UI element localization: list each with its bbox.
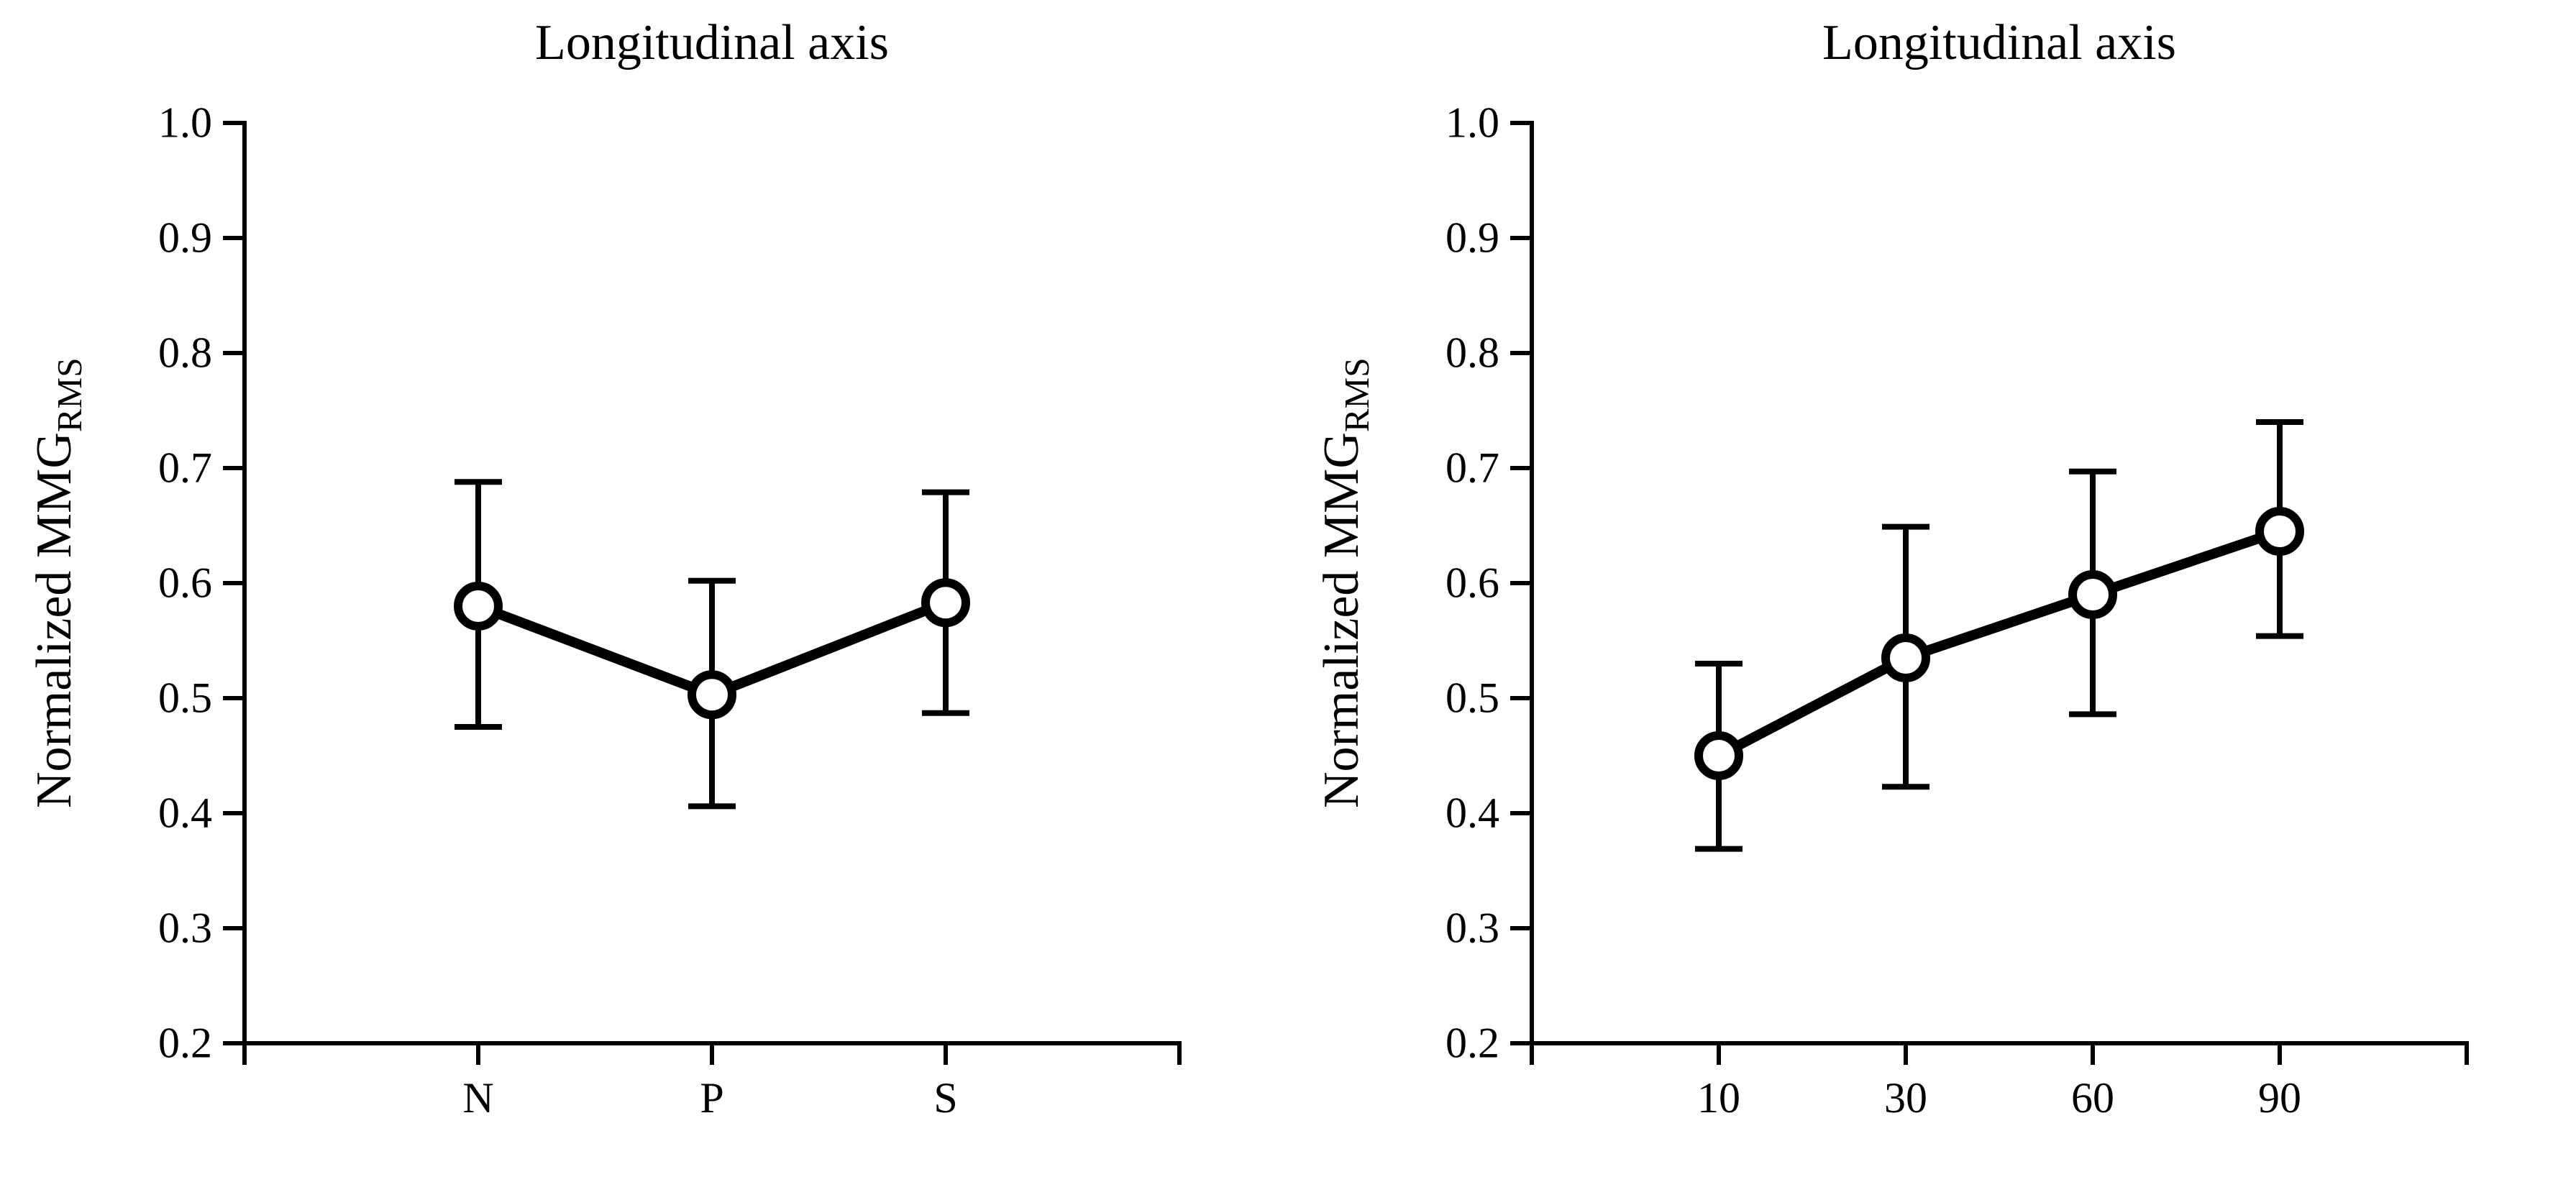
figure-stage: Longitudinal axisNormalized MMGRMS0.20.3…: [0, 0, 2576, 1177]
y-tick-label: 0.5: [1445, 674, 1499, 723]
y-tick-label: 0.2: [1445, 1019, 1499, 1068]
y-tick-label: 0.3: [1445, 904, 1499, 953]
y-tick-label: 1.0: [1445, 99, 1499, 148]
y-tick-label: 0.7: [1445, 444, 1499, 493]
x-tick-label: 60: [2071, 1073, 2114, 1123]
x-tick-label: 90: [2258, 1073, 2301, 1123]
y-tick-label: 0.4: [1445, 789, 1499, 838]
y-tick-label: 0.6: [1445, 559, 1499, 608]
y-tick-label: 0.9: [1445, 214, 1499, 263]
panel-svg-right: [0, 0, 2576, 1177]
x-tick-label: 10: [1697, 1073, 1740, 1123]
y-tick-label: 0.8: [1445, 329, 1499, 378]
x-tick-label: 30: [1884, 1073, 1927, 1123]
